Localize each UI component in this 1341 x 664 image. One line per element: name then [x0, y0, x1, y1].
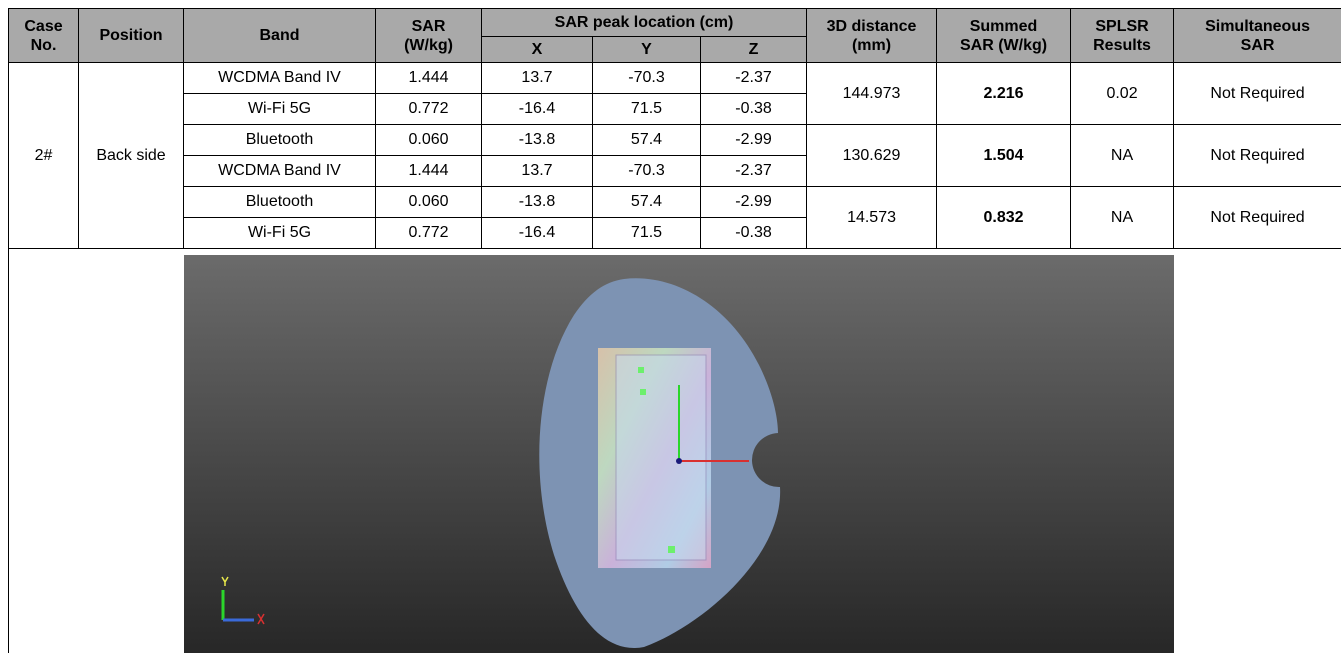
header-cell: Case No.	[8, 8, 79, 63]
simultaneous: Not Required	[1173, 124, 1341, 187]
peak-z: -2.99	[699, 186, 808, 218]
position: Back side	[78, 62, 184, 249]
table-row: Bluetooth 0.060 -13.8 57.4 -2.99 14.573 0.832 N…	[9, 186, 1341, 249]
peak-y: -70.3	[592, 155, 701, 187]
peak-y: 71.5	[592, 217, 701, 249]
header-cell: X	[481, 36, 593, 63]
sar-image-cell	[7, 248, 1341, 653]
header-cell: Band	[183, 8, 376, 63]
sar: 1.444	[375, 155, 482, 187]
splsr: 0.02	[1070, 62, 1175, 125]
table-row: Bluetooth 0.060 -13.8 57.4 -2.99 130.629 1.504…	[9, 124, 1341, 187]
summed-sar: 1.504	[936, 124, 1072, 187]
device-body	[615, 354, 707, 561]
header-cell: SAR peak location (cm)	[480, 8, 808, 37]
band: Wi-Fi 5G	[183, 93, 376, 125]
origin	[676, 458, 682, 464]
marker	[640, 389, 646, 395]
distance: 130.629	[806, 124, 938, 187]
distance: 14.573	[806, 186, 938, 249]
header-cell: SPLSR Results	[1070, 8, 1175, 63]
band: Bluetooth	[183, 124, 376, 156]
header-cell: Position	[78, 8, 184, 63]
peak-x: 13.7	[481, 62, 593, 94]
simultaneous: Not Required	[1173, 62, 1341, 125]
header-cell: Summed SAR (W/kg)	[936, 8, 1072, 63]
peak-x: 13.7	[481, 155, 593, 187]
splsr: NA	[1070, 186, 1175, 249]
peak-z: -0.38	[699, 217, 808, 249]
band: WCDMA Band IV	[183, 62, 376, 94]
sar: 1.444	[375, 62, 482, 94]
band: Wi-Fi 5G	[183, 217, 376, 249]
band: WCDMA Band IV	[183, 155, 376, 187]
header-cell: Z	[699, 36, 808, 63]
simultaneous: Not Required	[1173, 186, 1341, 249]
header-cell: 3D distance (mm)	[806, 8, 938, 63]
table-row: WCDMA Band IV 1.444 13.7 -70.3 -2.37	[9, 155, 1341, 187]
header-cell: Simultaneous SAR	[1173, 8, 1341, 63]
table-body: 2# Back side WCDMA Band IV 1.444 13.7 -70.3 -2…	[8, 62, 1341, 249]
sheet: Case No. Position Band SAR (W/kg) SAR pe…	[7, 8, 1341, 653]
case-no: 2#	[8, 62, 79, 249]
sar: 0.060	[375, 186, 482, 218]
table-row: 2# Back side WCDMA Band IV 1.444 13.7 -70.3 -2…	[8, 62, 1341, 249]
header-cell: Y	[592, 36, 701, 63]
marker	[638, 367, 644, 373]
peak-z: -2.37	[699, 62, 808, 94]
marker	[668, 546, 675, 553]
table-row: Wi-Fi 5G 0.772 -16.4 71.5 -0.38	[9, 217, 1341, 249]
splsr: NA	[1070, 124, 1175, 187]
sar: 0.772	[375, 93, 482, 125]
legend-x-glyph	[257, 613, 265, 625]
peak-x: -13.8	[481, 124, 593, 156]
sar: 0.060	[375, 124, 482, 156]
distance: 144.973	[806, 62, 938, 125]
peak-y: 71.5	[592, 93, 701, 125]
peak-z: -2.37	[699, 155, 808, 187]
sar: 0.772	[375, 217, 482, 249]
summed-sar: 0.832	[936, 186, 1072, 249]
peak-x: -13.8	[481, 186, 593, 218]
peak-z: -0.38	[699, 93, 808, 125]
peak-y: -70.3	[592, 62, 701, 94]
peak-x: -16.4	[481, 217, 593, 249]
table-row: Wi-Fi 5G 0.772 -16.4 71.5 -0.38	[9, 93, 1341, 125]
peak-y: 57.4	[592, 124, 701, 156]
peak-z: -2.99	[699, 124, 808, 156]
summed-sar: 2.216	[936, 62, 1072, 125]
legend-y-glyph	[221, 576, 229, 586]
peak-x: -16.4	[481, 93, 593, 125]
band: Bluetooth	[183, 186, 376, 218]
header-cell: SAR (W/kg)	[375, 8, 482, 63]
sar-plot-image	[184, 255, 1174, 653]
peak-y: 57.4	[592, 186, 701, 218]
sar-table: Case No. Position Band SAR (W/kg) SAR pe…	[7, 8, 1341, 653]
